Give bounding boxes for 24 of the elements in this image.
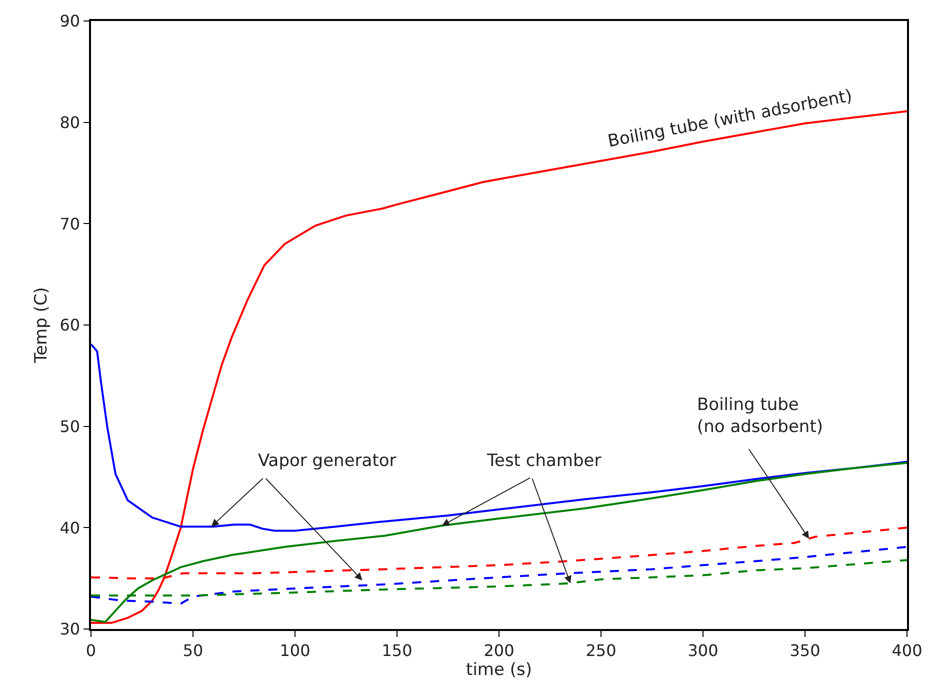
line-series [91, 343, 907, 532]
annotation: Vapor generator [258, 451, 396, 471]
annotation: Boiling tube (no adsorbent) [697, 395, 823, 438]
x-tick-label: 250 [586, 640, 616, 660]
x-tick-label: 100 [280, 640, 310, 660]
annotation: Test chamber [486, 451, 602, 471]
x-axis-title: time (s) [466, 660, 532, 680]
line-series [91, 546, 907, 605]
x-tick-label: 150 [382, 640, 412, 660]
x-tick-label: 50 [182, 640, 204, 660]
y-tick-label: 40 [60, 518, 80, 538]
y-tick-label: 30 [60, 620, 80, 639]
y-tick-label: 50 [60, 416, 80, 436]
x-tick-label: 400 [892, 640, 922, 660]
x-tick-label: 200 [484, 640, 514, 660]
y-tick-label: 70 [60, 214, 80, 234]
x-tick-label: 350 [790, 640, 820, 660]
y-tick-label: 60 [60, 316, 80, 335]
y-tick-label: 90 [60, 12, 80, 31]
x-tick-label: 300 [688, 640, 718, 660]
x-tick-label: 0 [86, 640, 96, 660]
annotation: Boiling tube (with adsorbent) [606, 86, 854, 152]
y-axis-title: Temp (C) [32, 287, 52, 364]
y-tick-label: 80 [60, 112, 80, 132]
